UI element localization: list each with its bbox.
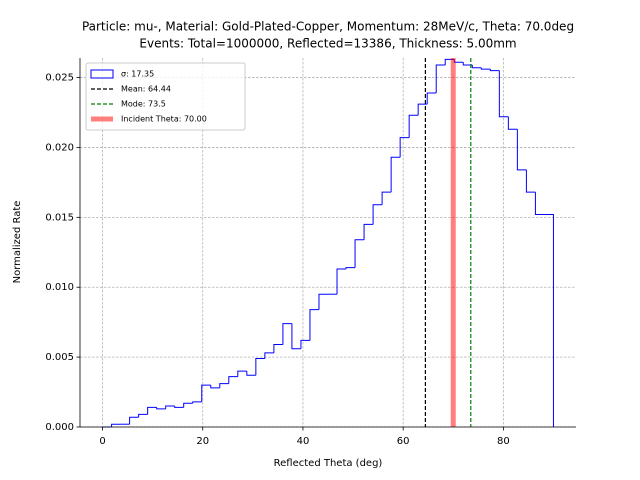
histogram-bin [372, 204, 383, 225]
histogram-bin [300, 339, 310, 349]
histogram-bin [183, 402, 193, 408]
histogram-bin [309, 309, 319, 341]
histogram-bin [282, 323, 292, 345]
histogram-bin [408, 114, 419, 138]
histogram-bin [516, 129, 527, 171]
legend-swatch [90, 69, 114, 79]
histogram-bin [435, 64, 446, 93]
histogram-bin [462, 62, 473, 66]
legend-box [85, 62, 246, 131]
histogram-bin [255, 358, 265, 376]
x-tick-label: 80 [497, 436, 510, 447]
legend-label: Mean: 64.44 [121, 85, 171, 94]
histogram-bin [390, 156, 401, 193]
histogram-bin [273, 344, 283, 353]
histogram-bin [354, 239, 365, 268]
histogram-bin [219, 383, 229, 388]
y-tick-label: 0.020 [45, 142, 74, 153]
histogram-bin [489, 69, 500, 72]
histogram-bin [345, 267, 356, 270]
x-tick-label: 40 [297, 436, 310, 447]
x-tick-label: 0 [99, 436, 105, 447]
chart-subtitle: Events: Total=1000000, Reflected=13386, … [139, 37, 516, 51]
histogram-bin [174, 406, 184, 408]
chart-title: Particle: mu-, Material: Gold-Plated-Cop… [82, 20, 574, 34]
x-tick-label: 60 [397, 436, 410, 447]
histogram-bin [507, 116, 518, 130]
histogram-bin [318, 293, 328, 310]
histogram-bin [165, 405, 175, 409]
x-axis-label: Reflected Theta (deg) [274, 458, 383, 469]
y-tick-label: 0.010 [45, 282, 74, 293]
legend-label: σ: 17.35 [121, 70, 154, 79]
histogram-bin [544, 214, 554, 427]
histogram-bin [480, 67, 491, 70]
y-tick-label: 0.015 [45, 212, 74, 223]
histogram-bin [228, 376, 238, 384]
histogram-bin [138, 413, 148, 418]
histogram-bin [111, 423, 121, 427]
histogram-bin [471, 64, 482, 69]
legend-label: Incident Theta: 70.00 [121, 115, 207, 124]
histogram-bin [525, 169, 536, 193]
x-tick-label: 20 [196, 436, 209, 447]
y-tick-label: 0.005 [45, 352, 74, 363]
histogram-bin [201, 384, 211, 402]
histogram-bin [129, 416, 139, 425]
histogram-bin [381, 191, 392, 205]
histogram-bin [192, 401, 202, 404]
histogram-bin [363, 223, 374, 240]
histogram-bin [534, 192, 545, 216]
histogram-bin [399, 137, 410, 158]
histogram-bin [417, 103, 428, 116]
histogram-bin [156, 407, 166, 410]
y-tick-label: 0.025 [45, 73, 74, 84]
histogram-bin [264, 352, 274, 359]
histogram-bin [147, 406, 157, 415]
y-tick-label: 0.000 [45, 422, 74, 433]
histogram-bin [291, 323, 301, 350]
histogram-bin [237, 370, 247, 377]
histogram-bin [210, 385, 220, 389]
histogram-bin [246, 371, 256, 376]
y-axis-label: Normalized Rate [12, 201, 23, 284]
histogram-bin [498, 70, 509, 118]
legend-label: Mode: 73.5 [121, 100, 166, 109]
histogram-bin [336, 268, 347, 295]
histogram-bin [426, 92, 437, 105]
